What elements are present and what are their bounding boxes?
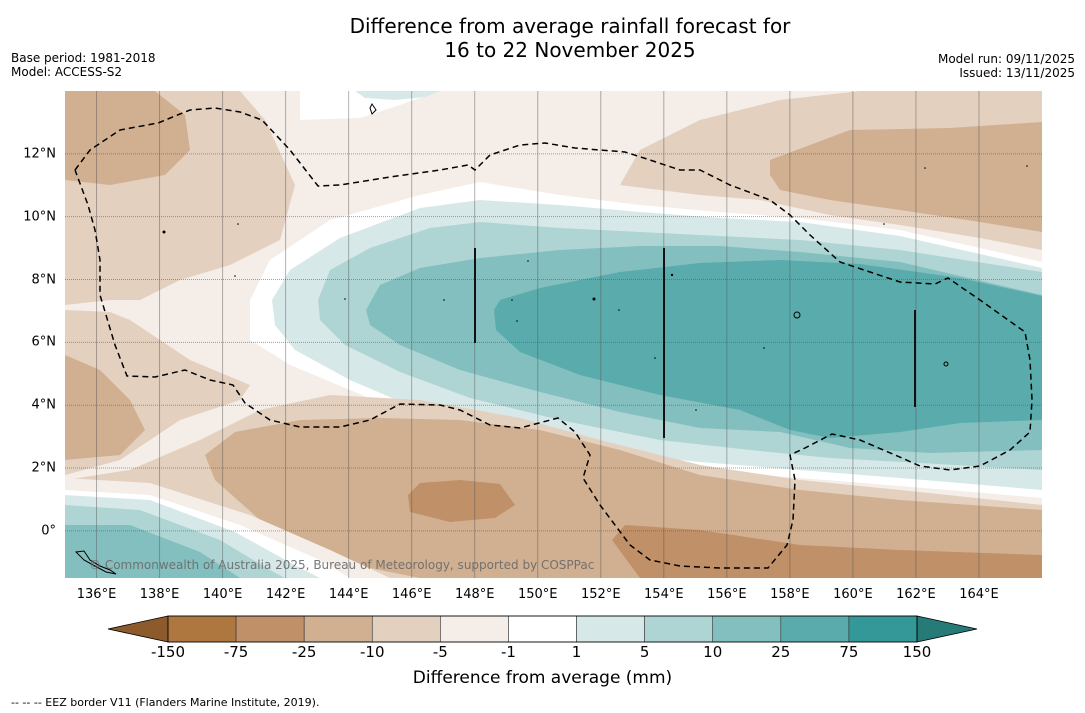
colorbar-tick: -5 [432, 643, 448, 661]
lon-tick-label: 162°E [896, 587, 936, 602]
contour-dry-south-center [408, 480, 515, 522]
colorbar-bin [440, 615, 509, 643]
lon-tick-label: 144°E [328, 587, 369, 602]
colorbar-extend-low [107, 615, 169, 643]
lat-tick-label: 8°N [31, 272, 57, 288]
colorbar-tick: -25 [291, 643, 317, 661]
contour-wet-southwest-3 [65, 525, 240, 578]
meta-right: Model run: 09/11/2025 Issued: 13/11/2025 [938, 52, 1075, 80]
contour-dry-south-core [205, 418, 1042, 578]
lon-tick-label: 164°E [959, 587, 999, 602]
colorbar [107, 615, 978, 643]
contour-wet-north-patch [355, 91, 440, 100]
lon-tick-label: 150°E [517, 587, 558, 602]
lat-tick-label: 10°N [23, 209, 56, 225]
colorbar-bin [235, 615, 305, 643]
lat-tick-label: 2°N [31, 460, 57, 476]
lon-tick-label: 140°E [202, 587, 243, 602]
lon-tick-label: 136°E [76, 587, 117, 602]
title-line-2: 16 to 22 November 2025 [444, 38, 696, 62]
lon-tick-label: 154°E [644, 587, 684, 602]
colorbar-tick: 150 [902, 643, 932, 661]
island-kosrae [943, 361, 949, 367]
lon-tick-label: 148°E [454, 587, 495, 602]
colorbar-tick: 25 [771, 643, 791, 661]
colorbar-bin [303, 615, 373, 643]
gridlines [65, 91, 1042, 578]
colorbar-tick: 5 [639, 643, 650, 661]
island-pohnpei [793, 311, 801, 319]
contour-dry-northeast-core [770, 122, 1042, 232]
colorbar-label: Difference from average (mm) [412, 668, 673, 688]
colorbar-tick: -75 [223, 643, 249, 661]
island-png-outline [74, 550, 117, 575]
map-title: Difference from average rainfall forecas… [0, 14, 1085, 62]
colorbar-extend-high [916, 615, 978, 643]
colorbar-tick: -150 [150, 643, 186, 661]
island-dots [162, 165, 1028, 411]
colorbar-bin [848, 615, 918, 643]
lon-tick-label: 160°E [833, 587, 873, 602]
base-period: Base period: 1981-2018 [11, 51, 156, 65]
lat-tick-label: 4°N [31, 397, 57, 413]
colorbar-tick: 75 [839, 643, 859, 661]
colorbar-bin [644, 615, 714, 643]
lon-tick-label: 142°E [265, 587, 306, 602]
contour-wet-25-75 [494, 260, 1042, 438]
colorbar-tick: -10 [360, 643, 385, 661]
colorbar-bin [371, 615, 441, 643]
lat-tick-label: 6°N [31, 334, 57, 350]
lon-tick-label: 138°E [139, 587, 180, 602]
colorbar-bin [712, 615, 782, 643]
issued-date: Issued: 13/11/2025 [959, 66, 1075, 80]
model-run-date: Model run: 09/11/2025 [937, 52, 1075, 66]
lat-tick-label: 0° [41, 523, 56, 539]
title-line-1: Difference from average rainfall forecas… [349, 14, 791, 38]
colorbar-bin [576, 615, 645, 643]
contour-dry-northwest-core [65, 91, 190, 185]
lon-tick-label: 152°E [581, 587, 621, 602]
colorbar-tick: 1 [571, 643, 582, 661]
meta-left: Base period: 1981-2018 Model: ACCESS-S2 [11, 51, 156, 79]
colorbar-tick: 10 [703, 643, 723, 661]
map-area [65, 91, 1042, 578]
contour-dry-southeast [612, 525, 1042, 578]
lat-tick-label: 12°N [23, 146, 56, 162]
contour-dry-west-core [65, 355, 145, 460]
lon-tick-label: 146°E [391, 587, 432, 602]
model-name: Model: ACCESS-S2 [11, 65, 123, 79]
eez-footnote: -- -- -- EEZ border V11 (Flanders Marine… [11, 696, 320, 709]
colorbar-bin [508, 615, 577, 643]
lon-tick-label: 156°E [707, 587, 747, 602]
colorbar-bin [780, 615, 850, 643]
colorbar-bin [167, 615, 237, 643]
lon-tick-label: 158°E [770, 587, 810, 602]
colorbar-tick: -1 [500, 643, 516, 661]
island-guam [369, 103, 377, 115]
copyright-text: © Commonwealth of Australia 2025, Bureau… [89, 558, 595, 572]
colorbar-outline [167, 615, 918, 643]
